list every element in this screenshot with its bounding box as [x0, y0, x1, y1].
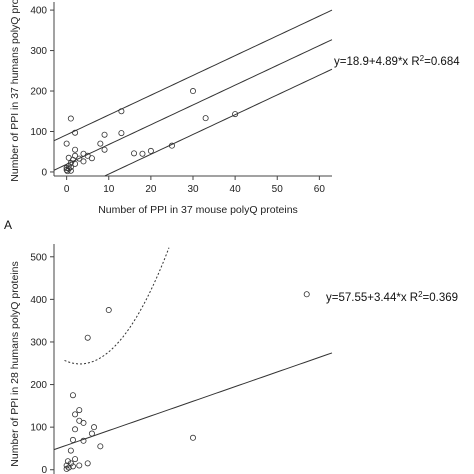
data-points [63, 291, 310, 472]
y-ticks: 0 100 200 300 400 [30, 6, 54, 178]
y-axis-label: Number of PPI in 28 humans polyQ protein… [9, 261, 21, 466]
regression-line [53, 39, 333, 171]
data-point [84, 460, 91, 467]
fit-lines [53, 247, 333, 451]
r2-exponent: 2 [418, 290, 423, 299]
regression-line [53, 352, 333, 451]
y-tick-label: 0 [41, 465, 47, 474]
data-points [63, 88, 239, 175]
data-point [118, 130, 125, 137]
data-point [101, 146, 108, 153]
data-point [67, 167, 74, 174]
data-point [97, 140, 104, 147]
y-ticks: 0 100 200 300 400 500 [30, 252, 54, 474]
r2-value: =0.369 [423, 292, 459, 304]
y-tick-label: 400 [30, 295, 47, 306]
chart-panel-1: 0 100 200 300 400 0 10 20 30 40 50 60 Number of PP… [9, 0, 460, 216]
data-point [303, 291, 310, 298]
y-tick-label: 100 [30, 423, 47, 434]
equation-text: y=18.9+4.89*x R [334, 56, 420, 68]
data-point [189, 434, 196, 441]
x-tick-label: 40 [230, 184, 242, 195]
data-point [67, 460, 74, 467]
data-point [97, 443, 104, 450]
data-point [88, 155, 95, 162]
data-point [65, 154, 72, 161]
data-point [105, 307, 112, 314]
upper-prediction-curve [64, 247, 170, 365]
data-point [76, 462, 83, 469]
data-point [72, 426, 79, 433]
regression-equation: y=18.9+4.89*x R2=0.684 [334, 54, 460, 69]
data-point [67, 447, 74, 454]
y-axis-label: Number of PPI in 37 humans polyQ protein… [9, 0, 21, 182]
data-point [72, 146, 79, 153]
data-point [72, 160, 79, 167]
data-point [80, 437, 87, 444]
data-point [72, 411, 79, 418]
data-point [80, 158, 87, 165]
data-point [76, 155, 83, 162]
data-point [91, 424, 98, 431]
chart-panel-2: 0 100 200 300 400 500 Number of PPI in 28 hum… [9, 244, 458, 474]
fit-lines [53, 9, 333, 177]
x-axis-label: Number of PPI in 37 mouse polyQ proteins [98, 204, 298, 216]
y-tick-label: 200 [30, 380, 47, 391]
data-point [72, 456, 79, 463]
y-tick-label: 300 [30, 337, 47, 348]
data-point [67, 115, 74, 122]
y-tick-label: 300 [30, 46, 47, 57]
x-ticks: 0 10 20 30 40 50 60 [64, 176, 326, 195]
upper-prediction-line [53, 9, 333, 142]
data-point [80, 419, 87, 426]
data-point [69, 436, 76, 443]
lower-prediction-line [104, 68, 333, 177]
data-point [69, 463, 76, 470]
data-point [147, 147, 154, 154]
data-point [76, 407, 83, 414]
data-point [67, 160, 74, 167]
data-point [118, 108, 125, 115]
y-tick-label: 200 [30, 87, 47, 98]
data-point [67, 164, 74, 171]
y-tick-label: 0 [41, 167, 47, 178]
y-tick-label: 500 [30, 252, 47, 263]
panel-label-a: A [4, 218, 12, 232]
data-point [63, 140, 70, 147]
x-tick-label: 20 [145, 184, 157, 195]
r2-exponent: 2 [420, 54, 425, 63]
x-tick-label: 50 [272, 184, 284, 195]
r2-value: =0.684 [424, 56, 460, 68]
data-point [139, 150, 146, 157]
data-point [232, 111, 239, 118]
x-tick-label: 30 [187, 184, 199, 195]
x-tick-label: 10 [103, 184, 115, 195]
data-point [131, 150, 138, 157]
y-tick-label: 100 [30, 127, 47, 138]
data-point [84, 334, 91, 341]
y-tick-label: 400 [30, 6, 47, 17]
data-point [168, 142, 175, 149]
x-tick-label: 60 [314, 184, 326, 195]
data-point [88, 430, 95, 437]
data-point [189, 88, 196, 95]
regression-equation: y=57.55+3.44*x R2=0.369 [326, 290, 458, 305]
data-point [202, 115, 209, 122]
data-point [72, 129, 79, 136]
x-tick-label: 0 [64, 184, 70, 195]
equation-text: y=57.55+3.44*x R [326, 292, 418, 304]
data-point [101, 131, 108, 138]
data-point [69, 392, 76, 399]
data-point [72, 152, 79, 159]
